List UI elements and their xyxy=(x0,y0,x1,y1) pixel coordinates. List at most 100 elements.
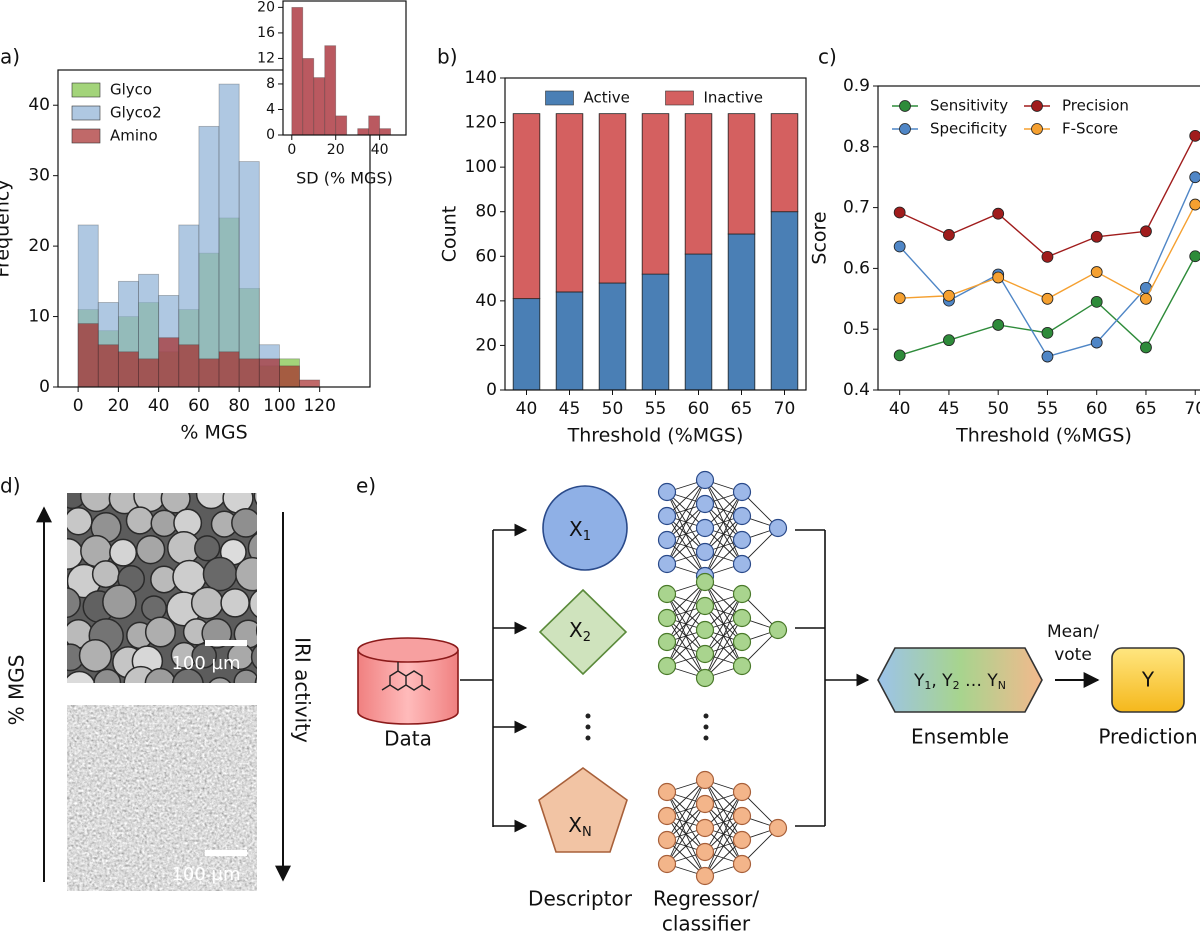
point xyxy=(1042,327,1053,338)
nn-node xyxy=(734,784,751,801)
bar-segment xyxy=(599,114,626,283)
crystal xyxy=(192,587,223,618)
panel-label: c) xyxy=(818,45,837,69)
histogram-bar xyxy=(98,345,118,387)
bar-segment xyxy=(599,283,626,390)
x-axis-label: SD (% MGS) xyxy=(296,169,393,188)
point xyxy=(943,335,954,346)
bar-segment xyxy=(556,114,583,292)
histogram-bar xyxy=(118,352,138,387)
scale-bar xyxy=(205,850,247,856)
crystal xyxy=(265,563,296,594)
nn-node xyxy=(697,820,714,837)
ensemble-diagram: Data X1 X2 XN Y1, Y2 … YN Ensemble Mean/… xyxy=(358,472,1198,936)
crystal xyxy=(65,508,92,535)
edge-label: Mean/ xyxy=(1047,622,1099,642)
point xyxy=(943,229,954,240)
x-tick-label: 70 xyxy=(774,399,796,419)
point xyxy=(1091,231,1102,242)
crystal xyxy=(208,678,233,703)
nn-node xyxy=(697,472,714,489)
nn-node xyxy=(734,658,751,675)
nn-node xyxy=(734,556,751,573)
connector xyxy=(460,530,493,827)
crystal xyxy=(53,539,83,569)
legend-swatch xyxy=(546,91,574,105)
legend-label: F-Score xyxy=(1062,120,1118,138)
symbol: … Y xyxy=(960,671,999,691)
legend-swatch xyxy=(1032,101,1043,112)
symbol: X xyxy=(569,618,583,642)
nn-node xyxy=(697,772,714,789)
legend-label: Amino xyxy=(110,127,158,145)
bar-segment xyxy=(642,114,669,274)
point xyxy=(1190,130,1200,141)
edge-label: vote xyxy=(1054,645,1092,665)
point xyxy=(894,241,905,252)
x-tick-label: 60 xyxy=(188,396,210,416)
x-tick-label: 60 xyxy=(1086,399,1108,419)
legend-label: Sensitivity xyxy=(930,97,1008,115)
point xyxy=(1042,351,1053,362)
symbol: , Y xyxy=(931,671,953,691)
nn-node xyxy=(697,844,714,861)
nn-node xyxy=(697,574,714,591)
node-label: Ensemble xyxy=(911,725,1009,749)
nn-node xyxy=(734,484,751,501)
y-tick-label: 4 xyxy=(266,101,275,117)
nn-node xyxy=(659,658,676,675)
crystal xyxy=(80,640,112,672)
bar-segment xyxy=(642,274,669,390)
nn-node xyxy=(734,832,751,849)
y-tick-label: 80 xyxy=(475,202,497,222)
bar-segment xyxy=(513,114,540,299)
column-label: Descriptor xyxy=(528,887,633,911)
point xyxy=(1042,251,1053,262)
point xyxy=(894,350,905,361)
crystal xyxy=(232,509,260,537)
nn-node xyxy=(697,796,714,813)
plot xyxy=(513,114,798,390)
y-tick-label: 10 xyxy=(28,307,50,327)
panel-label: b) xyxy=(437,45,458,69)
nn-node xyxy=(770,520,787,537)
x-axis-label: Threshold (%MGS) xyxy=(567,425,744,447)
symbol: X xyxy=(569,517,583,541)
x-tick-label: 20 xyxy=(327,142,345,158)
neural-networks xyxy=(659,472,787,885)
crystal xyxy=(63,672,95,704)
histogram-bar xyxy=(78,324,98,387)
histogram-bar xyxy=(179,345,199,387)
legend-swatch xyxy=(900,101,911,112)
axis-label: % MGS xyxy=(5,655,29,726)
x-tick-label: 45 xyxy=(938,399,960,419)
histogram-bar xyxy=(199,126,219,387)
x-tick-label: 120 xyxy=(303,396,335,416)
y-axis-label: Frequency xyxy=(0,179,14,277)
point xyxy=(1190,199,1200,210)
histogram-bar xyxy=(292,7,303,135)
histogram-bar xyxy=(239,359,259,387)
legend-label: Precision xyxy=(1062,97,1129,115)
node-label: Data xyxy=(384,727,432,751)
y-tick-label: 40 xyxy=(475,291,497,311)
nn-node xyxy=(734,610,751,627)
x-tick-label: 55 xyxy=(1037,399,1059,419)
crystal xyxy=(94,669,120,695)
x-tick-label: 55 xyxy=(645,399,667,419)
legend-label: Inactive xyxy=(704,89,764,107)
bar-segment xyxy=(685,114,712,254)
legend-swatch xyxy=(72,129,100,143)
y-axis-label: Score xyxy=(809,211,831,264)
database-top xyxy=(358,638,458,662)
point xyxy=(993,208,1004,219)
subscript: N xyxy=(582,825,592,840)
y-tick-label: 20 xyxy=(475,335,497,355)
x-tick-label: 65 xyxy=(1135,399,1157,419)
nn-node xyxy=(659,808,676,825)
y-tick-label: 0.7 xyxy=(843,198,870,218)
histogram-bar xyxy=(380,129,391,135)
point xyxy=(1140,342,1151,353)
